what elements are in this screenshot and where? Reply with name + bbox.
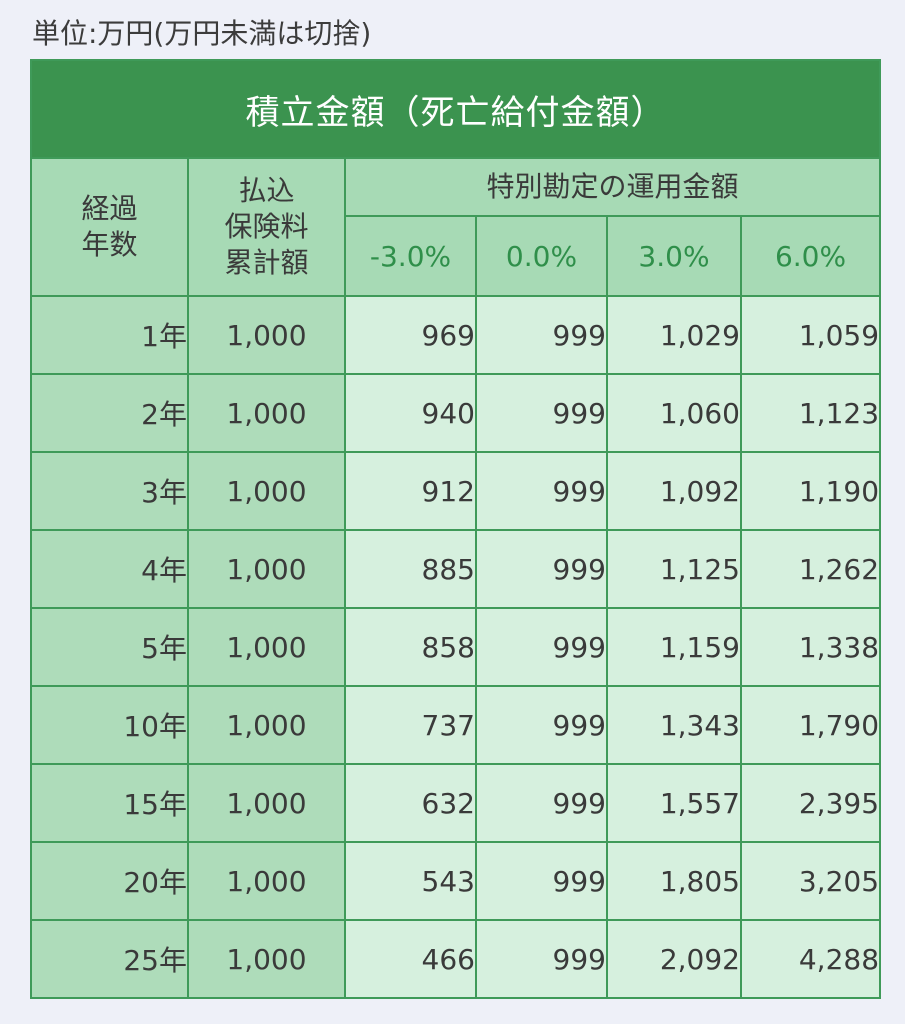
year-cell: 15年 <box>30 763 189 843</box>
value-cell: 4,288 <box>739 919 882 999</box>
table-row: 4年 1,000 885 999 1,125 1,262 <box>30 529 882 609</box>
premium-cell: 1,000 <box>187 685 346 765</box>
header-rate: 6.0% <box>739 215 882 297</box>
value-cell: 999 <box>475 763 608 843</box>
table-row: 5年 1,000 858 999 1,159 1,338 <box>30 607 882 687</box>
table-row: 10年 1,000 737 999 1,343 1,790 <box>30 685 882 765</box>
header-rate: 3.0% <box>606 215 742 297</box>
year-cell: 2年 <box>30 373 189 453</box>
value-cell: 632 <box>344 763 477 843</box>
value-cell: 1,159 <box>606 607 742 687</box>
value-cell: 2,395 <box>739 763 882 843</box>
value-cell: 1,557 <box>606 763 742 843</box>
table-row: 1年 1,000 969 999 1,029 1,059 <box>30 295 882 375</box>
value-cell: 1,805 <box>606 841 742 921</box>
premium-cell: 1,000 <box>187 529 346 609</box>
premium-cell: 1,000 <box>187 295 346 375</box>
year-cell: 4年 <box>30 529 189 609</box>
value-cell: 999 <box>475 919 608 999</box>
year-cell: 10年 <box>30 685 189 765</box>
table-row: 20年 1,000 543 999 1,805 3,205 <box>30 841 882 921</box>
value-cell: 1,123 <box>739 373 882 453</box>
header-premium-total-label: 払込 保険料 累計額 <box>224 174 309 279</box>
table-row: 25年 1,000 466 999 2,092 4,288 <box>30 919 882 999</box>
header-special-account: 特別勘定の運用金額 <box>343 157 882 217</box>
value-cell: 940 <box>344 373 477 453</box>
table-row: 3年 1,000 912 999 1,092 1,190 <box>30 451 882 531</box>
value-cell: 1,343 <box>606 685 742 765</box>
value-cell: 1,190 <box>739 451 882 531</box>
value-cell: 999 <box>475 529 608 609</box>
value-cell: 466 <box>344 919 477 999</box>
year-cell: 5年 <box>30 607 189 687</box>
value-cell: 1,790 <box>739 685 882 765</box>
year-cell: 25年 <box>30 919 189 999</box>
value-cell: 999 <box>475 685 608 765</box>
header-rate: 0.0% <box>475 215 608 297</box>
value-cell: 1,338 <box>739 607 882 687</box>
year-cell: 1年 <box>30 295 189 375</box>
premium-cell: 1,000 <box>187 919 346 999</box>
value-cell: 999 <box>475 607 608 687</box>
value-cell: 969 <box>344 295 477 375</box>
value-cell: 912 <box>344 451 477 531</box>
value-cell: 2,092 <box>606 919 742 999</box>
year-cell: 3年 <box>30 451 189 531</box>
value-cell: 1,060 <box>606 373 742 453</box>
accumulation-table: 積立金額（死亡給付金額） 経過 年数 払込 保険料 累計額 特別勘定の運用金額 … <box>29 59 882 999</box>
value-cell: 999 <box>475 295 608 375</box>
table-row: 2年 1,000 940 999 1,060 1,123 <box>30 373 882 453</box>
value-cell: 543 <box>344 841 477 921</box>
value-cell: 858 <box>344 607 477 687</box>
value-cell: 999 <box>475 373 608 453</box>
premium-cell: 1,000 <box>187 763 346 843</box>
premium-cell: 1,000 <box>187 451 346 531</box>
header-elapsed-years-label: 経過 年数 <box>81 192 138 261</box>
value-cell: 999 <box>475 841 608 921</box>
header-rate: -3.0% <box>344 215 477 297</box>
value-cell: 999 <box>475 451 608 531</box>
value-cell: 885 <box>344 529 477 609</box>
value-cell: 737 <box>344 685 477 765</box>
value-cell: 1,029 <box>606 295 742 375</box>
premium-cell: 1,000 <box>187 607 346 687</box>
value-cell: 1,059 <box>739 295 882 375</box>
table-title: 積立金額（死亡給付金額） <box>29 59 882 159</box>
premium-cell: 1,000 <box>187 373 346 453</box>
premium-cell: 1,000 <box>187 841 346 921</box>
table-row: 15年 1,000 632 999 1,557 2,395 <box>30 763 882 843</box>
year-cell: 20年 <box>30 841 189 921</box>
value-cell: 1,125 <box>606 529 742 609</box>
value-cell: 1,262 <box>739 529 882 609</box>
value-cell: 3,205 <box>739 841 882 921</box>
header-premium-total: 払込 保険料 累計額 <box>187 157 346 297</box>
value-cell: 1,092 <box>606 451 742 531</box>
header-elapsed-years: 経過 年数 <box>30 157 189 297</box>
unit-note: 単位:万円(万円未満は切捨) <box>32 17 372 50</box>
